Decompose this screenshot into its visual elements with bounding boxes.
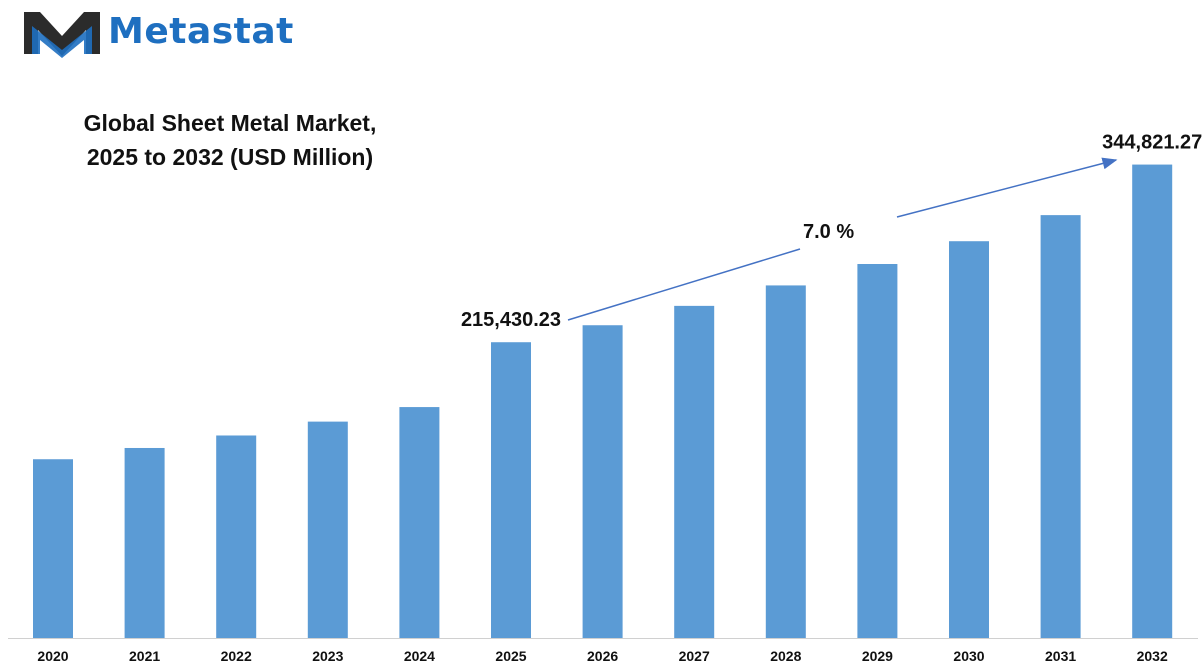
bar-2031	[1040, 215, 1081, 638]
bar-2027	[674, 305, 715, 638]
data-label-2025: 215,430.23	[461, 309, 561, 331]
data-label-2032: 344,821.27	[1102, 132, 1202, 154]
bar-2023	[307, 421, 348, 638]
x-tick-label-2027: 2027	[679, 648, 710, 664]
x-tick-label-2032: 2032	[1137, 648, 1168, 664]
brand-name: Metastat	[108, 11, 294, 52]
x-tick-label-2021: 2021	[129, 648, 160, 664]
x-tick-label-2026: 2026	[587, 648, 618, 664]
bar-2029	[857, 264, 898, 638]
bar-2024	[399, 407, 440, 638]
x-tick-label-2030: 2030	[953, 648, 984, 664]
bar-2030	[949, 241, 989, 638]
chart-title-line-1: Global Sheet Metal Market,	[83, 110, 377, 136]
chart-title: Global Sheet Metal Market, 2025 to 2032 …	[40, 106, 420, 174]
bar-2026	[582, 325, 623, 638]
bar-2020	[33, 459, 73, 638]
bar-2028	[765, 285, 806, 638]
metastat-m-logo-icon	[24, 12, 100, 58]
cagr-label: 7.0 %	[803, 221, 854, 243]
bar-2021	[124, 447, 165, 638]
cagr-arrow-right	[896, 157, 1118, 218]
bar-2025	[491, 342, 531, 638]
cagr-arrow-left	[567, 248, 801, 321]
bar-2032	[1132, 164, 1173, 639]
x-tick-label-2029: 2029	[862, 648, 893, 664]
chart-title-line-2: 2025 to 2032 (USD Million)	[86, 144, 374, 170]
x-tick-label-2031: 2031	[1045, 648, 1076, 664]
bar-2022	[216, 435, 257, 638]
brand-logo: Metastat	[22, 6, 322, 58]
x-tick-label-2028: 2028	[770, 648, 801, 664]
x-tick-label-2024: 2024	[404, 648, 435, 664]
x-tick-label-2020: 2020	[37, 648, 68, 664]
x-tick-label-2025: 2025	[495, 648, 526, 664]
x-tick-label-2023: 2023	[312, 648, 343, 664]
x-tick-label-2022: 2022	[221, 648, 252, 664]
